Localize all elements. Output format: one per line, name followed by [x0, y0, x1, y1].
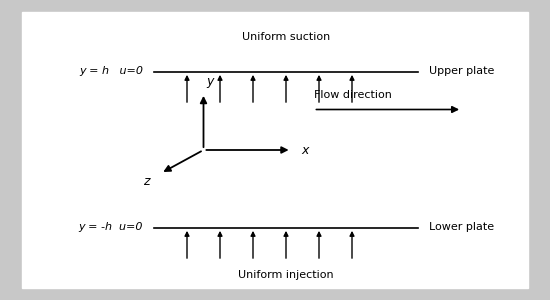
Text: y: y	[206, 75, 214, 88]
Text: Upper plate: Upper plate	[429, 65, 494, 76]
Text: Flow direction: Flow direction	[314, 91, 392, 100]
Text: Uniform injection: Uniform injection	[238, 270, 334, 280]
Text: x: x	[301, 143, 309, 157]
Text: z: z	[143, 175, 150, 188]
Text: y = h   u=0: y = h u=0	[79, 65, 143, 76]
Text: Uniform suction: Uniform suction	[242, 32, 330, 42]
Text: Lower plate: Lower plate	[429, 221, 494, 232]
Text: y = -h  u=0: y = -h u=0	[79, 221, 143, 232]
